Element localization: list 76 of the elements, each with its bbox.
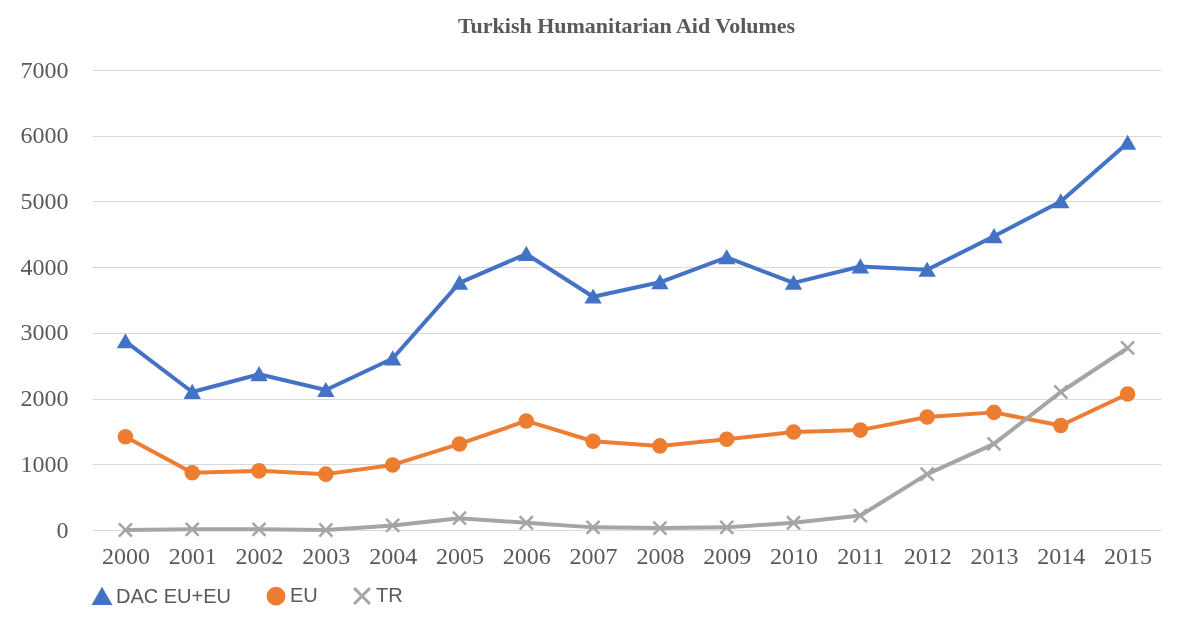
- point: [919, 409, 935, 425]
- point: [384, 457, 401, 473]
- point: [518, 413, 535, 429]
- x-tick-label: 2012: [903, 542, 952, 569]
- x-tick-label: 2001: [168, 542, 217, 569]
- point: [318, 466, 334, 482]
- point: [384, 517, 401, 534]
- x-tick-label: 2008: [636, 542, 685, 569]
- y-tick-label: 6000: [20, 122, 69, 149]
- x-tick-label: 2011: [837, 542, 885, 569]
- point: [785, 424, 802, 440]
- point: [785, 515, 802, 531]
- point: [184, 385, 200, 399]
- y-tick-label: 0: [56, 516, 69, 543]
- y-tick-label: 3000: [20, 319, 69, 346]
- x-tick-label: 2015: [1104, 542, 1153, 569]
- point: [1053, 417, 1069, 434]
- point: [451, 436, 468, 452]
- point: [852, 259, 869, 274]
- point: [919, 262, 935, 277]
- x-tick-label: 2009: [703, 542, 752, 569]
- x-tick-label: 2007: [569, 542, 618, 569]
- point: [451, 276, 468, 290]
- point: [451, 510, 468, 526]
- legend-label: DAC EU+EU: [116, 584, 232, 607]
- point: [585, 289, 601, 304]
- point: [652, 438, 668, 454]
- point: [184, 465, 200, 481]
- y-tick-label: 2000: [20, 385, 69, 412]
- x-tick-label: 2010: [770, 542, 819, 569]
- point: [518, 515, 535, 531]
- x-tick-label: 2003: [302, 542, 351, 569]
- point: [184, 521, 200, 538]
- point: [117, 334, 134, 349]
- point: [1053, 194, 1069, 209]
- point: [718, 250, 735, 265]
- point: [852, 507, 869, 524]
- point: [251, 367, 267, 382]
- x-tick-label: 2000: [101, 542, 150, 569]
- point: [718, 519, 735, 536]
- x-tick-label: 2004: [369, 542, 418, 569]
- point: [1119, 386, 1136, 402]
- point: [117, 522, 134, 538]
- point: [652, 275, 668, 290]
- point: [1119, 136, 1136, 150]
- y-tick-label: 4000: [20, 253, 69, 280]
- y-tick-label: 5000: [20, 187, 69, 214]
- x-tick-label: 2014: [1037, 542, 1086, 569]
- point: [718, 431, 735, 448]
- x-tick-label: 2013: [970, 542, 1019, 569]
- point: [518, 247, 535, 261]
- point: [585, 433, 601, 450]
- chart-title: Turkish Humanitarian Aid Volumes: [457, 13, 796, 38]
- point: [251, 463, 267, 479]
- point: [585, 519, 601, 536]
- point: [384, 351, 401, 366]
- point: [1119, 340, 1136, 356]
- point: [117, 428, 134, 445]
- point: [986, 229, 1002, 244]
- x-tick-label: 2002: [235, 542, 284, 569]
- x-tick-label: 2006: [502, 542, 551, 569]
- y-tick-label: 1000: [20, 450, 69, 477]
- point: [251, 521, 267, 538]
- x-tick-label: 2005: [435, 542, 484, 569]
- y-tick-label: 7000: [20, 56, 69, 83]
- legend-label: TR: [376, 584, 403, 607]
- point: [986, 436, 1002, 452]
- point: [1053, 384, 1069, 400]
- point: [986, 404, 1002, 421]
- point: [318, 522, 334, 538]
- point: [318, 383, 334, 397]
- point: [785, 276, 802, 290]
- legend-label: EU: [290, 584, 318, 607]
- point: [919, 466, 935, 482]
- point: [852, 422, 869, 438]
- point: [652, 520, 668, 536]
